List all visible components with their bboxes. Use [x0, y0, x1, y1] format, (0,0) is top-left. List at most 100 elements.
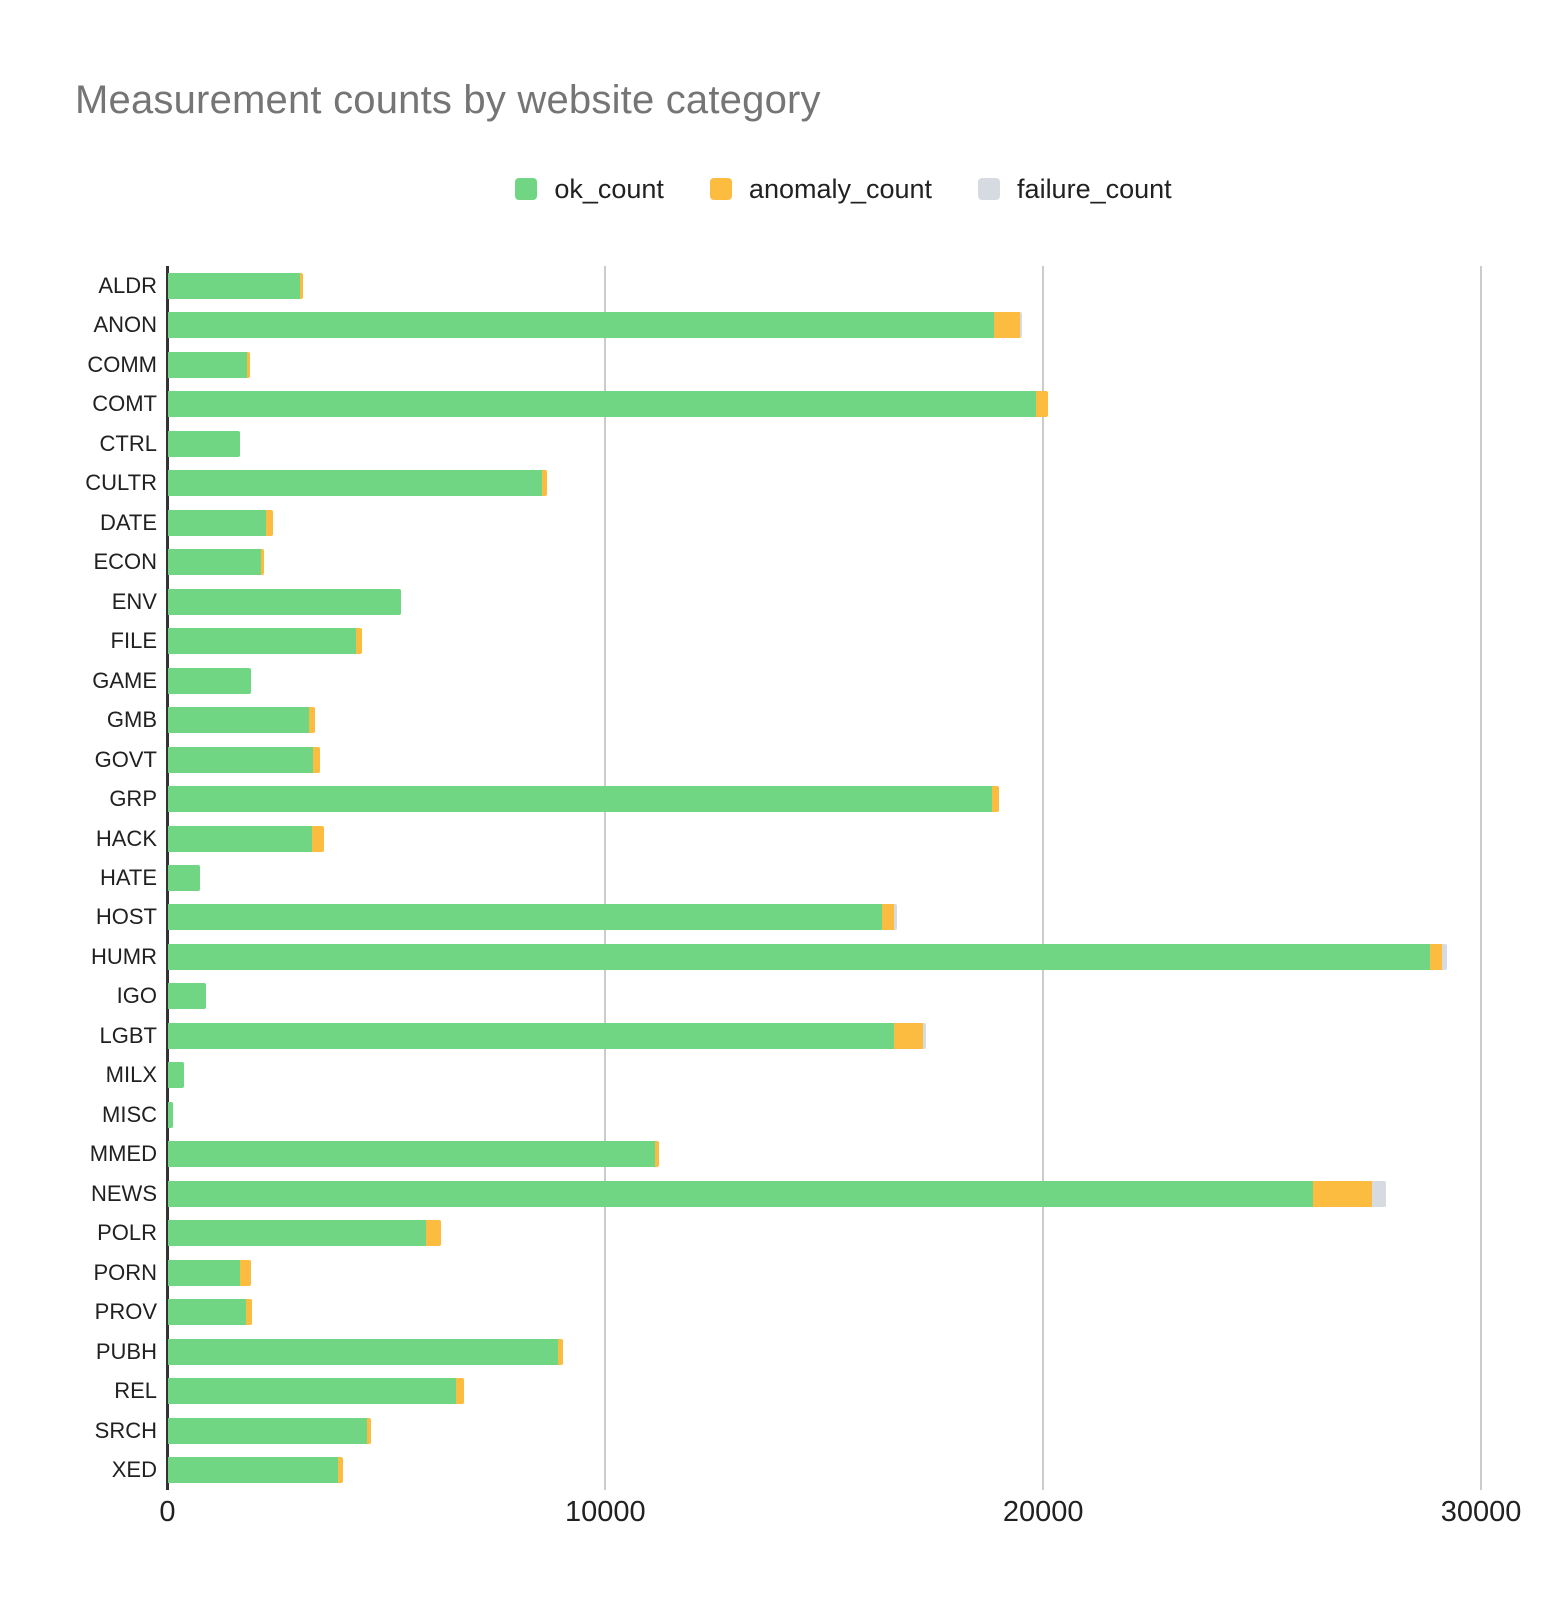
chart-title: Measurement counts by website category [75, 78, 821, 122]
bar-segment-anomaly_count [456, 1378, 464, 1405]
bar-segment-ok_count [167, 825, 313, 852]
x-tick-label-0: 0 [159, 1496, 176, 1528]
category-label: LGBT [99, 1022, 157, 1048]
bar-HATE [167, 864, 201, 891]
category-label: ECON [93, 549, 157, 575]
category-label: COMT [92, 391, 157, 417]
bar-segment-ok_count [167, 312, 995, 339]
bar-row-DATE: DATE [0, 503, 1558, 542]
bar-row-XED: XED [0, 1451, 1558, 1490]
bar-segment-ok_count [167, 1022, 894, 1049]
bar-segment-anomaly_count [557, 1338, 564, 1365]
category-label: HUMR [91, 943, 157, 969]
bar-COMT [167, 391, 1049, 418]
category-label: CULTR [85, 470, 157, 496]
category-label: GOVT [94, 746, 157, 772]
bar-segment-anomaly_count [882, 904, 895, 931]
bar-segment-ok_count [167, 1141, 656, 1168]
bar-PORN [167, 1259, 252, 1286]
category-label: POLR [97, 1220, 157, 1246]
bar-PUBH [167, 1338, 564, 1365]
x-tick-label-20000: 20000 [1002, 1496, 1084, 1528]
bar-row-POLR: POLR [0, 1214, 1558, 1253]
legend-swatch-failure_count [978, 178, 1001, 200]
bar-row-IGO: IGO [0, 977, 1558, 1016]
bar-HUMR [167, 943, 1448, 970]
bar-segment-ok_count [167, 1180, 1313, 1207]
bar-LGBT [167, 1022, 927, 1049]
category-label: SRCH [94, 1417, 157, 1443]
bar-segment-ok_count [167, 746, 314, 773]
bar-row-GAME: GAME [0, 661, 1558, 700]
x-tick-label-30000: 30000 [1440, 1496, 1522, 1528]
bar-segment-ok_count [167, 549, 261, 576]
bar-segment-ok_count [167, 509, 267, 536]
bar-row-COMT: COMT [0, 384, 1558, 423]
bar-segment-anomaly_count [308, 707, 315, 734]
bar-row-PORN: PORN [0, 1253, 1558, 1292]
bar-row-NEWS: NEWS [0, 1174, 1558, 1213]
bar-segment-ok_count [167, 1259, 241, 1286]
category-label: DATE [99, 509, 157, 535]
bar-COMM [167, 351, 251, 378]
bar-segment-anomaly_count [246, 351, 251, 378]
bar-segment-anomaly_count [893, 1022, 924, 1049]
bar-row-GOVT: GOVT [0, 740, 1558, 779]
bar-segment-ok_count [167, 470, 542, 497]
bar-row-ALDR: ALDR [0, 266, 1558, 305]
bar-CTRL [167, 430, 240, 457]
bar-HOST [167, 904, 897, 931]
category-label: CTRL [99, 430, 157, 456]
bar-segment-anomaly_count [541, 470, 547, 497]
bar-segment-ok_count [167, 864, 201, 891]
bar-row-HOST: HOST [0, 898, 1558, 937]
bar-segment-ok_count [167, 943, 1430, 970]
bar-segment-failure_count [1020, 312, 1023, 339]
bar-CULTR [167, 470, 547, 497]
category-label: FILE [110, 628, 157, 654]
bar-segment-failure_count [894, 904, 897, 931]
bar-XED [167, 1457, 343, 1484]
bar-NEWS [167, 1180, 1387, 1207]
bar-segment-anomaly_count [1036, 391, 1049, 418]
category-label: GRP [109, 786, 157, 812]
category-label: HATE [99, 864, 157, 890]
bar-GOVT [167, 746, 321, 773]
category-label: ANON [93, 312, 157, 338]
bar-row-FILE: FILE [0, 621, 1558, 660]
bar-segment-anomaly_count [300, 272, 303, 299]
legend-item-anomaly_count: anomaly_count [709, 174, 932, 205]
bar-row-GRP: GRP [0, 779, 1558, 818]
bar-row-SRCH: SRCH [0, 1411, 1558, 1450]
bar-segment-anomaly_count [991, 786, 999, 813]
gridline-20000 [1042, 266, 1045, 1490]
category-label: PROV [94, 1299, 157, 1325]
bar-row-ENV: ENV [0, 582, 1558, 621]
bar-row-HACK: HACK [0, 819, 1558, 858]
bar-GAME [167, 667, 251, 694]
bar-segment-ok_count [167, 351, 247, 378]
x-tick-label-10000: 10000 [565, 1496, 646, 1528]
bar-SRCH [167, 1417, 372, 1444]
category-label: MMED [89, 1141, 157, 1167]
bar-segment-ok_count [167, 667, 251, 694]
bar-POLR [167, 1220, 442, 1247]
bar-row-HUMR: HUMR [0, 937, 1558, 976]
bar-row-GMB: GMB [0, 700, 1558, 739]
bar-MISC [167, 1101, 173, 1128]
category-label: NEWS [91, 1180, 157, 1206]
bar-segment-ok_count [167, 1338, 558, 1365]
bar-ALDR [167, 272, 303, 299]
bar-REL [167, 1378, 464, 1405]
category-label: XED [111, 1457, 157, 1483]
bar-segment-anomaly_count [366, 1417, 372, 1444]
bar-segment-anomaly_count [266, 509, 274, 536]
bar-segment-anomaly_count [260, 549, 264, 576]
category-label: HACK [95, 825, 157, 851]
gridline-30000 [1480, 266, 1483, 1490]
legend-item-ok_count: ok_count [515, 174, 664, 205]
category-label: PUBH [95, 1338, 157, 1364]
category-label: COMM [87, 351, 157, 377]
bar-segment-failure_count [1442, 943, 1448, 970]
bar-segment-ok_count [167, 430, 240, 457]
